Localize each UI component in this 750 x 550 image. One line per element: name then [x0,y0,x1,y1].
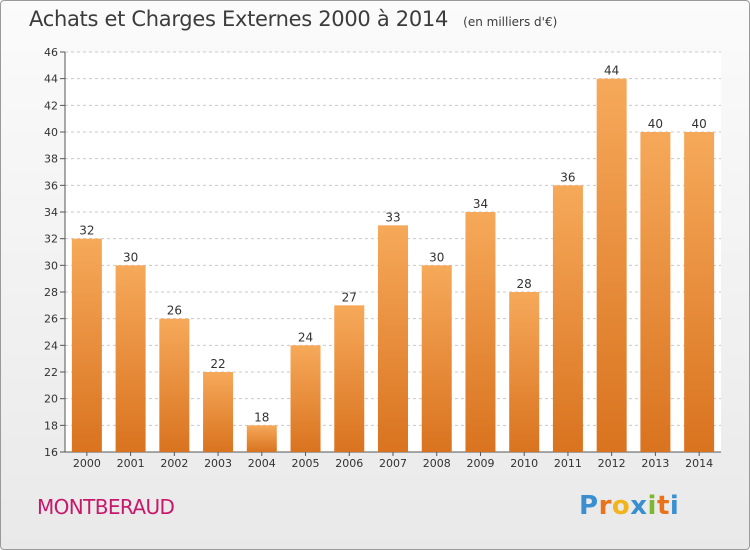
y-tick-label: 42 [44,99,58,112]
y-tick-label: 38 [44,153,58,166]
bar-value-label: 32 [79,224,94,238]
y-tick-label: 20 [44,393,58,406]
chart-subtitle: (en milliers d'€) [463,15,558,29]
x-tick-label: 2004 [248,457,276,470]
x-tick-label: 2006 [335,457,363,470]
bar [334,305,365,452]
y-tick-label: 36 [44,179,58,192]
bar [71,238,102,452]
logo-letter: r [598,491,612,521]
y-tick-label: 30 [44,259,58,272]
bar [640,132,671,452]
bar-value-label: 28 [517,277,532,291]
x-tick-label: 2005 [292,457,320,470]
x-tick-label: 2011 [554,457,582,470]
x-tick-label: 2009 [466,457,494,470]
bar-value-label: 27 [342,290,357,304]
commune-name: MONTBERAUD [37,495,175,519]
y-tick-label: 44 [44,73,58,86]
x-tick-label: 2003 [204,457,232,470]
y-tick-label: 22 [44,366,58,379]
y-tick-label: 32 [44,233,58,246]
bar [596,78,627,453]
logo-letter: i [669,491,680,521]
y-tick-label: 16 [44,446,58,459]
bar [159,318,190,452]
logo-letter: i [647,491,657,521]
x-tick-label: 2001 [117,457,145,470]
bar [509,292,540,452]
bar [684,132,715,452]
proxiti-logo: Proxiti [579,491,679,521]
bar [378,225,408,452]
y-tick-label: 40 [44,126,58,139]
y-tick-label: 46 [44,46,58,59]
x-tick-label: 2012 [598,457,626,470]
bar-value-label: 30 [429,250,444,264]
bar-value-label: 44 [604,64,619,78]
x-tick-label: 2014 [685,457,713,470]
bar [115,265,146,452]
x-tick-label: 2002 [160,457,188,470]
bar-value-label: 40 [648,117,663,131]
bar [465,212,496,452]
x-tick-label: 2013 [641,457,669,470]
bar-value-label: 34 [473,197,488,211]
bar-value-label: 22 [210,357,225,371]
bar [246,425,277,452]
logo-letter: x [630,491,648,521]
y-tick-label: 24 [44,339,58,352]
logo-letter: t [656,491,670,521]
y-tick-label: 28 [44,286,58,299]
y-tick-label: 18 [44,419,58,432]
bar-value-label: 36 [560,170,575,184]
x-tick-label: 2007 [379,457,407,470]
bar-value-label: 18 [254,410,269,424]
logo-letter: P [579,491,599,521]
logo-letter: o [611,491,631,521]
x-tick-label: 2008 [423,457,451,470]
x-tick-label: 2010 [510,457,538,470]
bar-value-label: 24 [298,330,313,344]
chart-title: Achats et Charges Externes 2000 à 2014 [29,7,449,31]
x-tick-label: 2000 [73,457,101,470]
bar [203,372,234,452]
bar [552,185,583,453]
bar-value-label: 26 [167,304,182,318]
y-tick-label: 34 [44,206,58,219]
bar-value-label: 33 [385,210,400,224]
bar-value-label: 30 [123,250,138,264]
bar [421,265,452,452]
bar [290,345,321,452]
chart-header: Achats et Charges Externes 2000 à 2014 (… [29,7,557,31]
bar-value-label: 40 [691,117,706,131]
y-tick-label: 26 [44,313,58,326]
